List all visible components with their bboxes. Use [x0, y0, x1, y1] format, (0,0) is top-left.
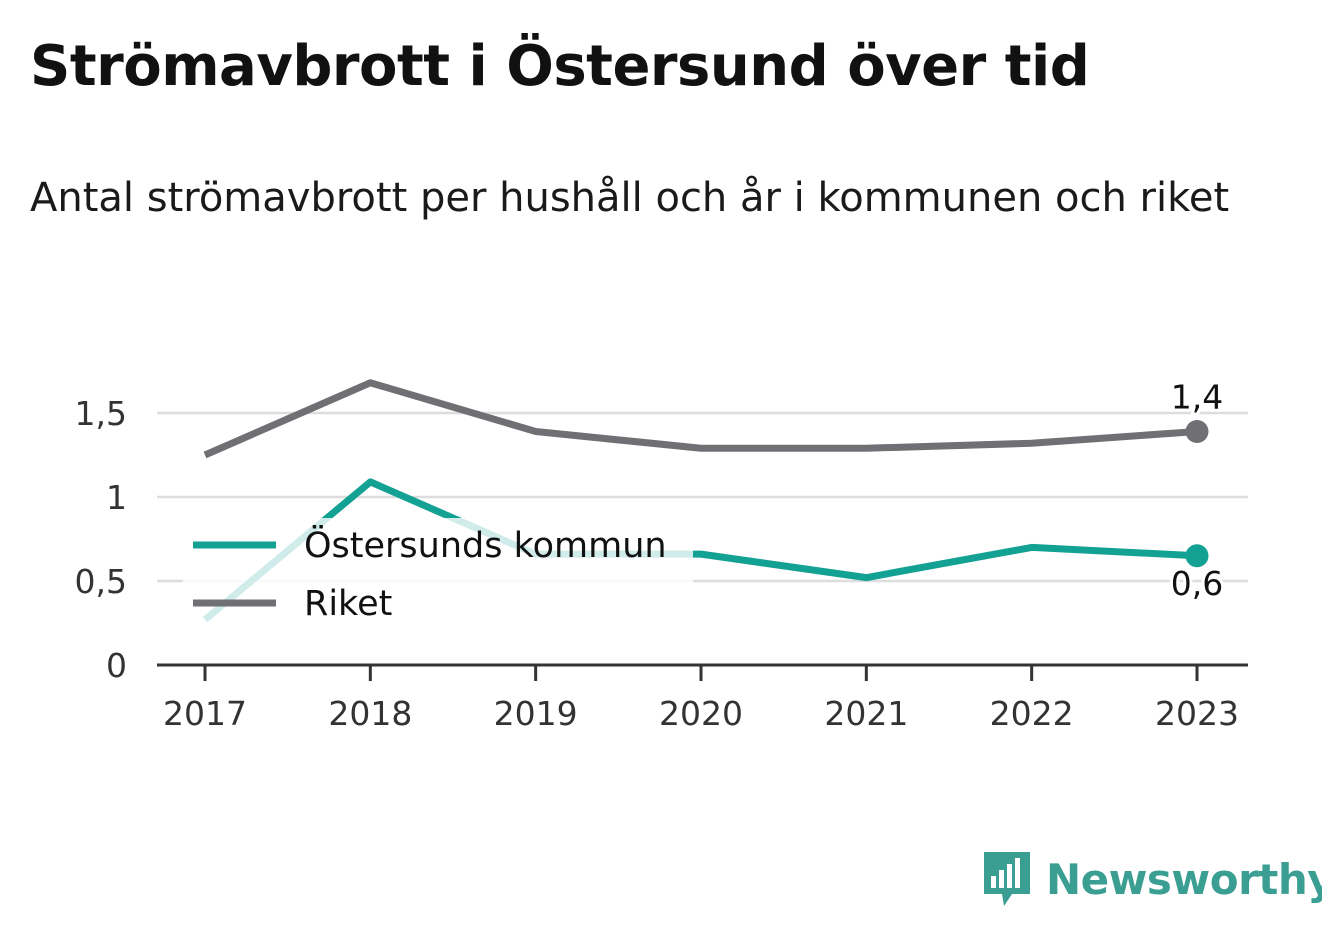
y-tick-label: 1,5 — [75, 394, 127, 433]
series-line-ostersund — [202, 478, 1198, 623]
legend-label-riket: Riket — [304, 584, 392, 624]
x-tick-label: 2023 — [1155, 694, 1239, 733]
x-tick-label: 2021 — [824, 694, 908, 733]
x-tick-label: 2017 — [163, 694, 247, 733]
legend-background — [183, 518, 693, 584]
y-tick-label: 0 — [106, 646, 127, 685]
legend-label-ostersund: Östersunds kommun — [304, 524, 667, 566]
end-point-riket — [1185, 419, 1209, 443]
data-label-ostersund: 0,6 — [1171, 564, 1223, 603]
y-tick-label: 0,5 — [75, 562, 127, 601]
chart-subtitle: Antal strömavbrott per hushåll och år i … — [30, 175, 1230, 221]
y-tick-label: 1 — [106, 478, 127, 517]
newsworthy-logo: Newsworthy — [982, 850, 1322, 908]
bar-chart-speech-bubble-icon — [984, 852, 1030, 906]
x-tick-label: 2019 — [494, 694, 578, 733]
x-tick-label: 2022 — [990, 694, 1074, 733]
x-tick-label: 2020 — [659, 694, 743, 733]
end-point-ostersund — [1185, 544, 1209, 568]
x-tick-label: 2018 — [328, 694, 412, 733]
chart-title: Strömavbrott i Östersund över tid — [30, 34, 1090, 99]
brand-name: Newsworthy — [1046, 854, 1322, 904]
legend-background — [183, 584, 393, 632]
series-line-riket — [203, 379, 1198, 459]
data-label-riket: 1,4 — [1171, 377, 1223, 416]
